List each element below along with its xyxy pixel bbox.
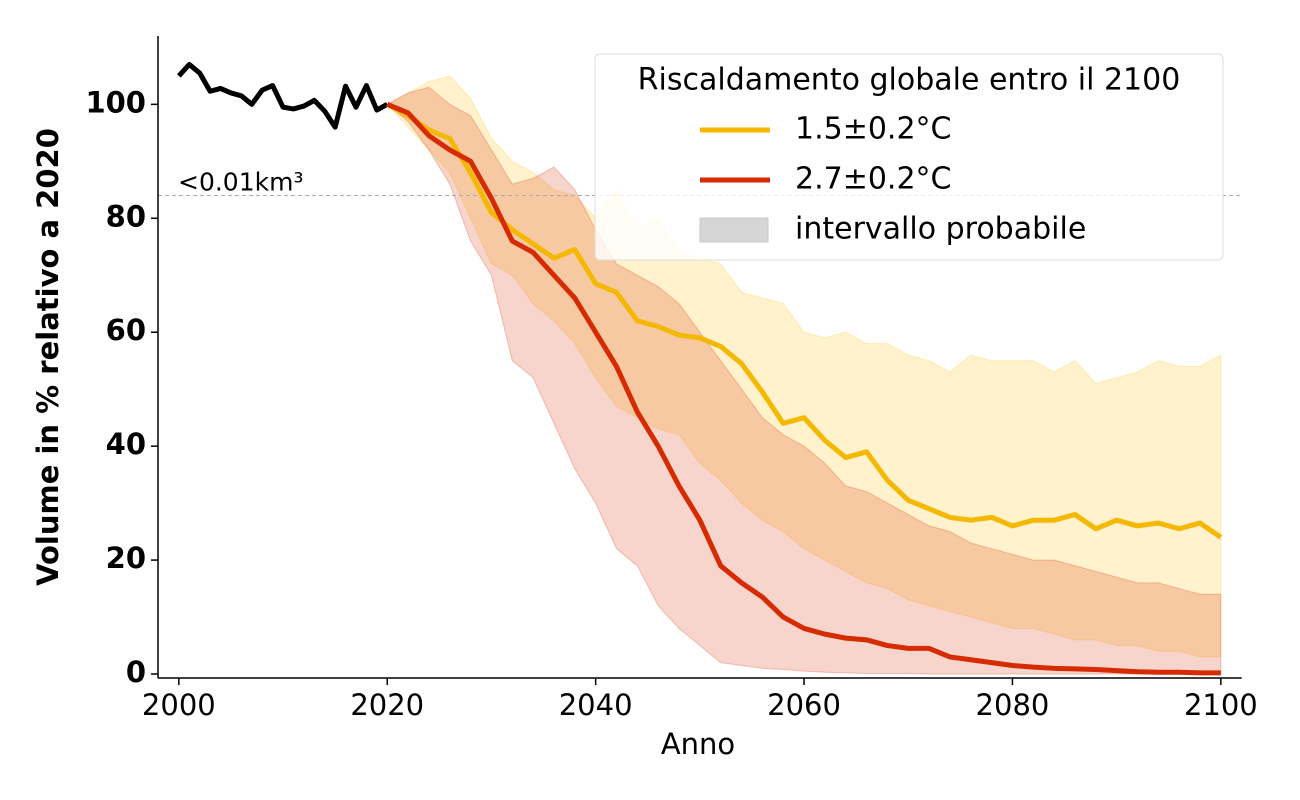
x-tick-label: 2100: [1184, 688, 1258, 722]
x-tick-label: 2000: [142, 688, 216, 722]
y-tick-label: 0: [126, 655, 146, 689]
legend-label: intervallo probabile: [795, 212, 1086, 247]
x-tick-label: 2060: [767, 688, 841, 722]
y-tick-label: 60: [106, 313, 146, 347]
series-line: [386, 102, 1221, 676]
legend-swatch: [699, 217, 769, 243]
y-tick-label: 40: [106, 427, 146, 461]
legend-label: 1.5±0.2°C: [795, 112, 952, 147]
series-line: [386, 102, 1223, 540]
legend-title: Riscaldamento globale entro il 2100: [638, 63, 1181, 98]
y-tick-label: 20: [106, 541, 146, 575]
y-axis-label: Volume in % relativo a 2020: [31, 128, 65, 586]
x-tick-label: 2040: [559, 688, 633, 722]
reference-label: <0.01km³: [178, 168, 303, 197]
x-tick-label: 2020: [350, 688, 424, 722]
legend: Riscaldamento globale entro il 2100 1.5±0…: [594, 53, 1224, 261]
y-tick-label: 80: [106, 199, 146, 233]
x-axis-label: Anno: [661, 727, 735, 761]
history-line: [176, 61, 389, 130]
legend-box: [594, 53, 1224, 261]
legend-label: 2.7±0.2°C: [795, 162, 952, 197]
y-tick-label: 100: [85, 85, 146, 119]
x-tick-label: 2080: [976, 688, 1050, 722]
